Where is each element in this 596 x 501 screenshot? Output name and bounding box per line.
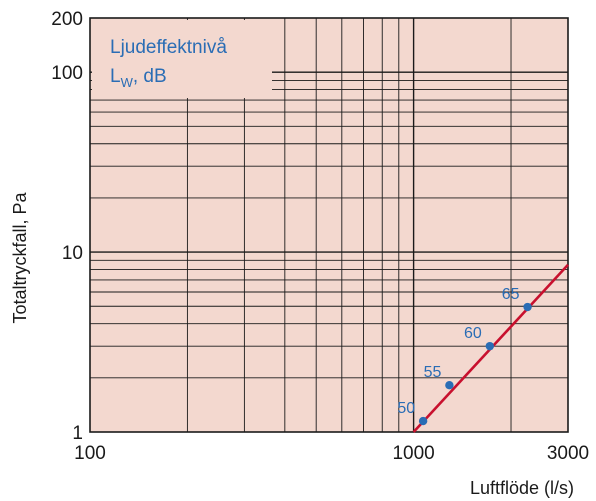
legend-box bbox=[92, 20, 272, 98]
x-tick-label: 100 bbox=[74, 443, 106, 464]
data-label: 60 bbox=[464, 325, 482, 342]
legend-unit: LW, dB bbox=[110, 66, 167, 90]
x-tick-label: 3000 bbox=[547, 443, 589, 464]
points-group: 50 55 60 65 bbox=[397, 286, 532, 426]
data-point bbox=[445, 381, 454, 390]
plot-frame bbox=[89, 17, 569, 433]
grid bbox=[90, 18, 568, 432]
y-tick-label: 200 bbox=[51, 9, 83, 30]
y-tick-label: 100 bbox=[51, 63, 83, 84]
data-point bbox=[485, 341, 495, 351]
data-label: 55 bbox=[424, 364, 442, 381]
x-tick-label: 1000 bbox=[392, 443, 434, 464]
tick-labels: 100 1000 3000 1 10 100 200 bbox=[51, 9, 589, 464]
data-label: 65 bbox=[502, 286, 520, 303]
data-label: 50 bbox=[397, 400, 415, 417]
y-tick-label: 1 bbox=[72, 423, 83, 444]
y-axis-title: Totaltryckfall, Pa bbox=[10, 191, 30, 323]
data-point bbox=[523, 302, 532, 312]
legend-title: Ljudeffektnivå bbox=[110, 37, 227, 58]
x-axis-title: Luftflöde (l/s) bbox=[470, 478, 574, 498]
data-point bbox=[418, 416, 428, 426]
y-tick-label: 10 bbox=[62, 243, 83, 264]
